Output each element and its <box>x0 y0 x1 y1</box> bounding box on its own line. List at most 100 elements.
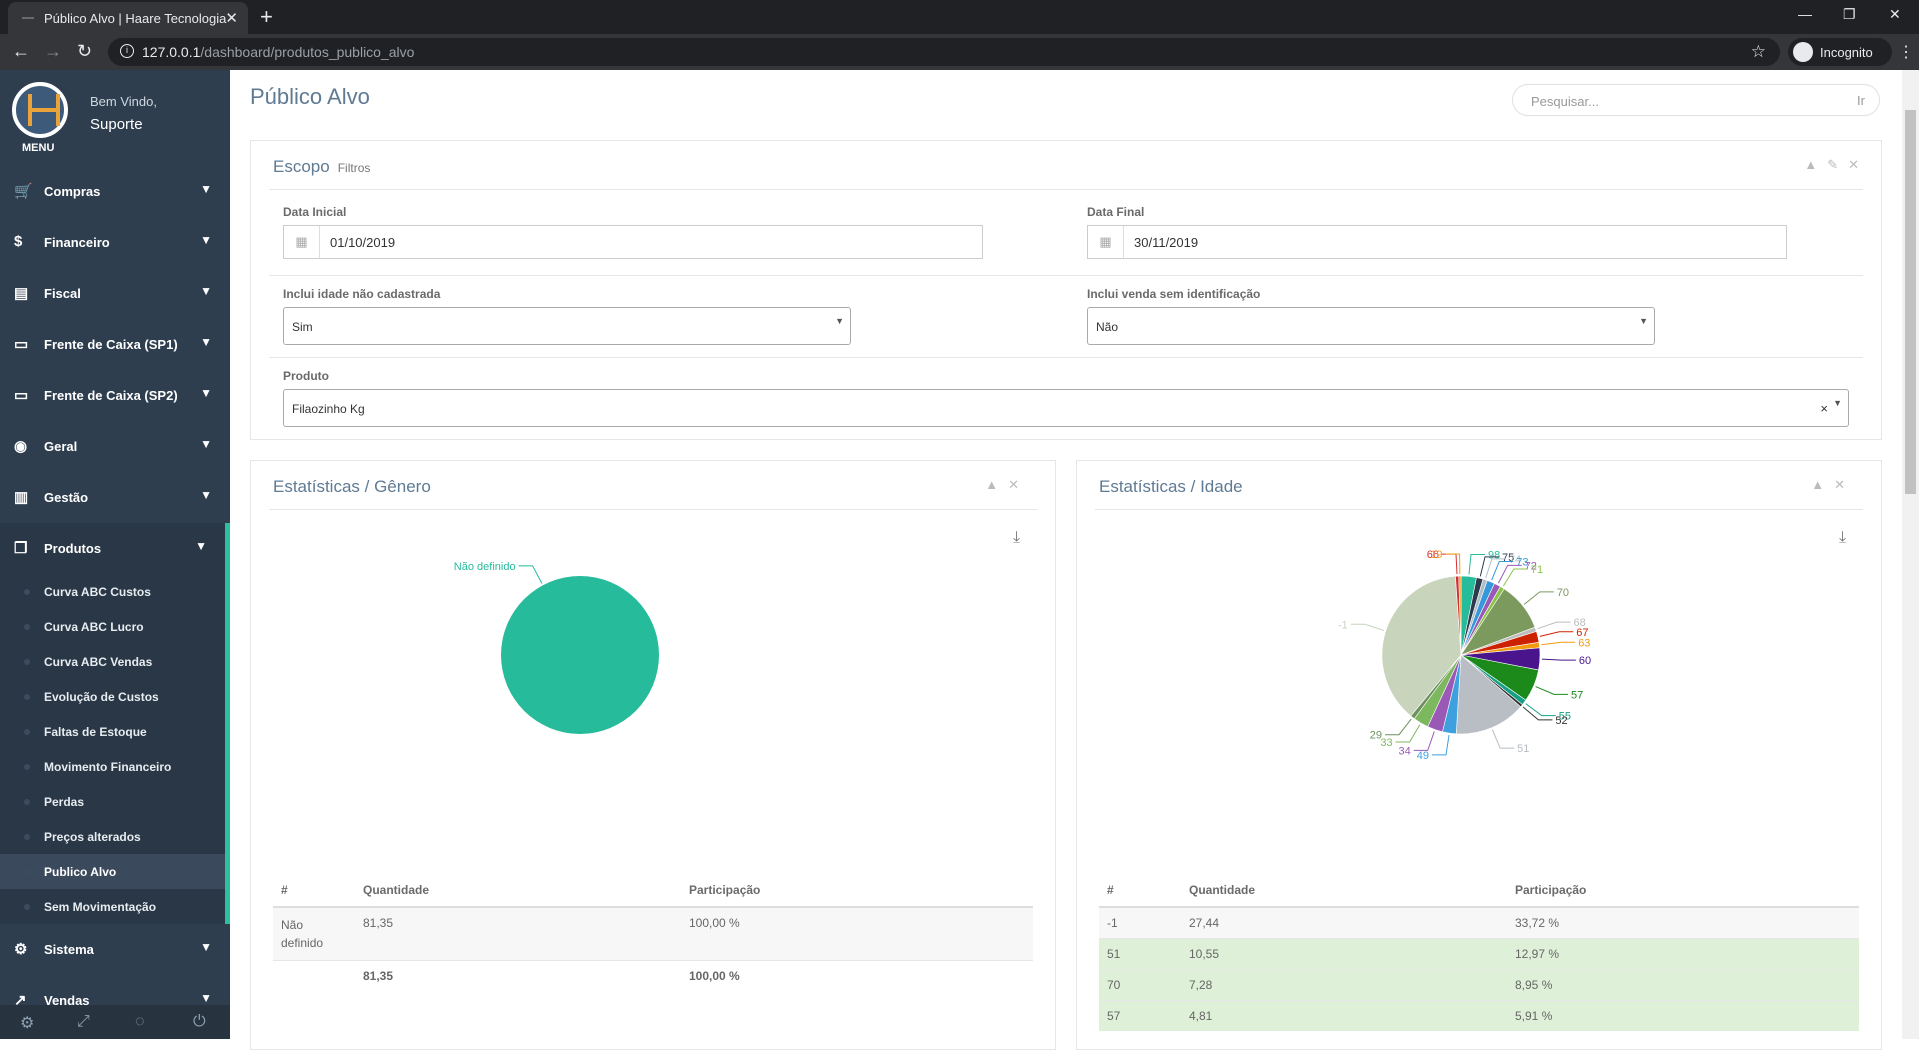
monitor-icon: ▭ <box>14 387 29 404</box>
sidebar-item-frente-caixa-sp2[interactable]: ▭ Frente de Caixa (SP2) ▼ <box>0 370 230 421</box>
sidebar-item-geral[interactable]: ◉ Geral ▼ <box>0 421 230 472</box>
genero-panel: Estatísticas / Gênero ▲✕ ⤓ Não definido … <box>250 460 1056 1050</box>
fullscreen-icon[interactable]: ⤢ <box>77 1013 90 1030</box>
sidebar-item-financeiro[interactable]: $ Financeiro ▼ <box>0 217 230 268</box>
restore-icon[interactable]: ❐ <box>1843 6 1856 22</box>
sidebar-item-gestao[interactable]: ▥ Gestão ▼ <box>0 472 230 523</box>
download-icon[interactable]: ⤓ <box>1013 529 1021 546</box>
pie-label-66: 66 <box>1427 549 1439 561</box>
browser-menu-icon[interactable]: ⋮ <box>1898 44 1914 61</box>
pie-label-68: 68 <box>1574 617 1586 629</box>
submenu-movimento-financeiro[interactable]: Movimento Financeiro <box>0 749 225 784</box>
pie-leader-line <box>1525 703 1556 717</box>
browser-tab[interactable]: Público Alvo | Haare Tecnologia ✕ <box>8 2 248 34</box>
pie-label--1: -1 <box>1338 619 1348 631</box>
sidebar-item-produtos[interactable]: ❒ Produtos ▼ <box>0 523 230 574</box>
download-icon[interactable]: ⤓ <box>1839 529 1847 546</box>
settings-icon[interactable]: ⚙ <box>20 1015 35 1032</box>
line-chart-icon: ↗ <box>14 992 27 1009</box>
collapse-icon[interactable]: ▲ <box>1811 477 1835 492</box>
calendar-icon[interactable]: ▦ <box>284 226 320 258</box>
reload-icon[interactable]: ↻ <box>77 41 93 61</box>
sidebar-item-vendas[interactable]: ↗ Vendas ▼ <box>0 975 230 1026</box>
total-part: 100,00 % <box>681 960 1033 991</box>
calendar-icon[interactable]: ▦ <box>1088 226 1124 258</box>
dollar-icon: $ <box>14 233 23 250</box>
gears-icon: ⚙ <box>14 941 28 958</box>
idade-select[interactable]: Sim ▼ <box>283 307 851 345</box>
col-participacao: Participação <box>1507 873 1859 908</box>
collapse-icon[interactable]: ▲ <box>1804 157 1828 172</box>
pie-leader-line <box>1502 568 1528 587</box>
bookmark-star-icon[interactable]: ☆ <box>1750 42 1766 61</box>
close-window-icon[interactable]: ✕ <box>1889 6 1901 22</box>
submenu-evolucao-custos[interactable]: Evolução de Custos <box>0 679 225 714</box>
clear-icon[interactable]: × <box>1820 401 1828 416</box>
submenu-publico-alvo[interactable]: Publico Alvo <box>0 854 225 889</box>
incognito-badge[interactable]: Incognito <box>1788 38 1892 66</box>
dropdown-arrow-icon: ▼ <box>835 316 844 326</box>
submenu-precos-alterados[interactable]: Preços alterados <box>0 819 225 854</box>
pie-leader-line <box>1468 553 1485 575</box>
pie-label-29: 29 <box>1370 730 1382 742</box>
cell-qtd: 81,35 <box>355 906 681 961</box>
pie-label-49: 49 <box>1417 750 1429 762</box>
back-icon[interactable]: ← <box>12 41 30 61</box>
sidebar-item-label: Frente de Caixa (SP2) <box>44 388 178 403</box>
sidebar-item-sistema[interactable]: ⚙ Sistema ▼ <box>0 924 230 975</box>
power-icon[interactable]: ⏻ <box>193 1013 206 1030</box>
document-icon: ▤ <box>14 285 29 302</box>
scrollbar-thumb[interactable] <box>1905 110 1916 494</box>
pie-slice-51[interactable] <box>1455 654 1522 735</box>
table-header: # Quantidade Participação <box>1099 873 1859 908</box>
produto-select[interactable]: Filaozinho Kg × ▼ <box>283 389 1849 427</box>
menu-label[interactable]: MENU <box>22 142 55 154</box>
col-quantidade: Quantidade <box>1181 873 1507 908</box>
data-inicial-input[interactable]: ▦ 01/10/2019 <box>283 225 983 259</box>
submenu-curva-abc-custos[interactable]: Curva ABC Custos <box>0 574 225 609</box>
sidebar-item-fiscal[interactable]: ▤ Fiscal ▼ <box>0 268 230 319</box>
pie-slice-19[interactable] <box>1458 575 1462 656</box>
pie-slice--1[interactable] <box>1381 575 1462 717</box>
collapse-icon[interactable]: ▲ <box>985 477 1009 492</box>
pie-slice-Não definido[interactable] <box>501 576 659 734</box>
sidebar-item-label: Frente de Caixa (SP1) <box>44 337 178 352</box>
table-row: -1 27,44 33,72 % <box>1099 906 1859 939</box>
submenu-curva-abc-lucro[interactable]: Curva ABC Lucro <box>0 609 225 644</box>
edit-icon[interactable]: ✎ <box>1827 157 1849 172</box>
sidebar-item-frente-caixa-sp1[interactable]: ▭ Frente de Caixa (SP1) ▼ <box>0 319 230 370</box>
url-field[interactable]: i 127.0.0.1/dashboard/produtos_publico_a… <box>108 38 1780 66</box>
submenu-faltas-estoque[interactable]: Faltas de Estoque <box>0 714 225 749</box>
search-go-button[interactable]: Ir <box>1857 93 1865 108</box>
submenu-curva-abc-vendas[interactable]: Curva ABC Vendas <box>0 644 225 679</box>
chevron-down-icon: ▼ <box>200 182 212 196</box>
sidebar-item-compras[interactable]: 🛒 Compras ▼ <box>0 166 230 217</box>
minimize-icon[interactable]: — <box>1798 6 1812 22</box>
info-icon[interactable]: i <box>120 44 134 58</box>
search-input[interactable]: Pesquisar... Ir <box>1512 84 1880 116</box>
cell-part: 5,91 % <box>1507 1000 1859 1031</box>
cell-id: 57 <box>1099 1000 1181 1031</box>
sidebar-item-label: Fiscal <box>44 286 81 301</box>
hide-icon[interactable]: ◌ <box>135 1013 145 1030</box>
page-scrollbar[interactable] <box>1902 70 1919 1039</box>
divider <box>269 189 1863 190</box>
close-icon[interactable]: ✕ <box>1008 477 1029 492</box>
forward-icon[interactable]: → <box>44 41 62 61</box>
data-final-input[interactable]: ▦ 30/11/2019 <box>1087 225 1787 259</box>
submenu-sem-movimentacao[interactable]: Sem Movimentação <box>0 889 225 924</box>
submenu-perdas[interactable]: Perdas <box>0 784 225 819</box>
logo-icon[interactable] <box>12 82 68 138</box>
pie-label-70: 70 <box>1557 587 1569 599</box>
close-icon[interactable]: ✕ <box>1834 477 1855 492</box>
pie-label-75: 75 <box>1502 552 1514 564</box>
pie-leader-line <box>1541 658 1576 661</box>
close-icon[interactable]: ✕ <box>1848 157 1869 172</box>
genero-title: Estatísticas / Gênero <box>273 477 431 496</box>
close-tab-icon[interactable]: ✕ <box>225 10 238 27</box>
pie-label-Não definido: Não definido <box>454 561 516 573</box>
venda-select[interactable]: Não ▼ <box>1087 307 1655 345</box>
new-tab-icon[interactable]: + <box>260 4 273 29</box>
pie-label-98: 98 <box>1488 549 1500 561</box>
chevron-down-icon: ▼ <box>200 335 212 349</box>
